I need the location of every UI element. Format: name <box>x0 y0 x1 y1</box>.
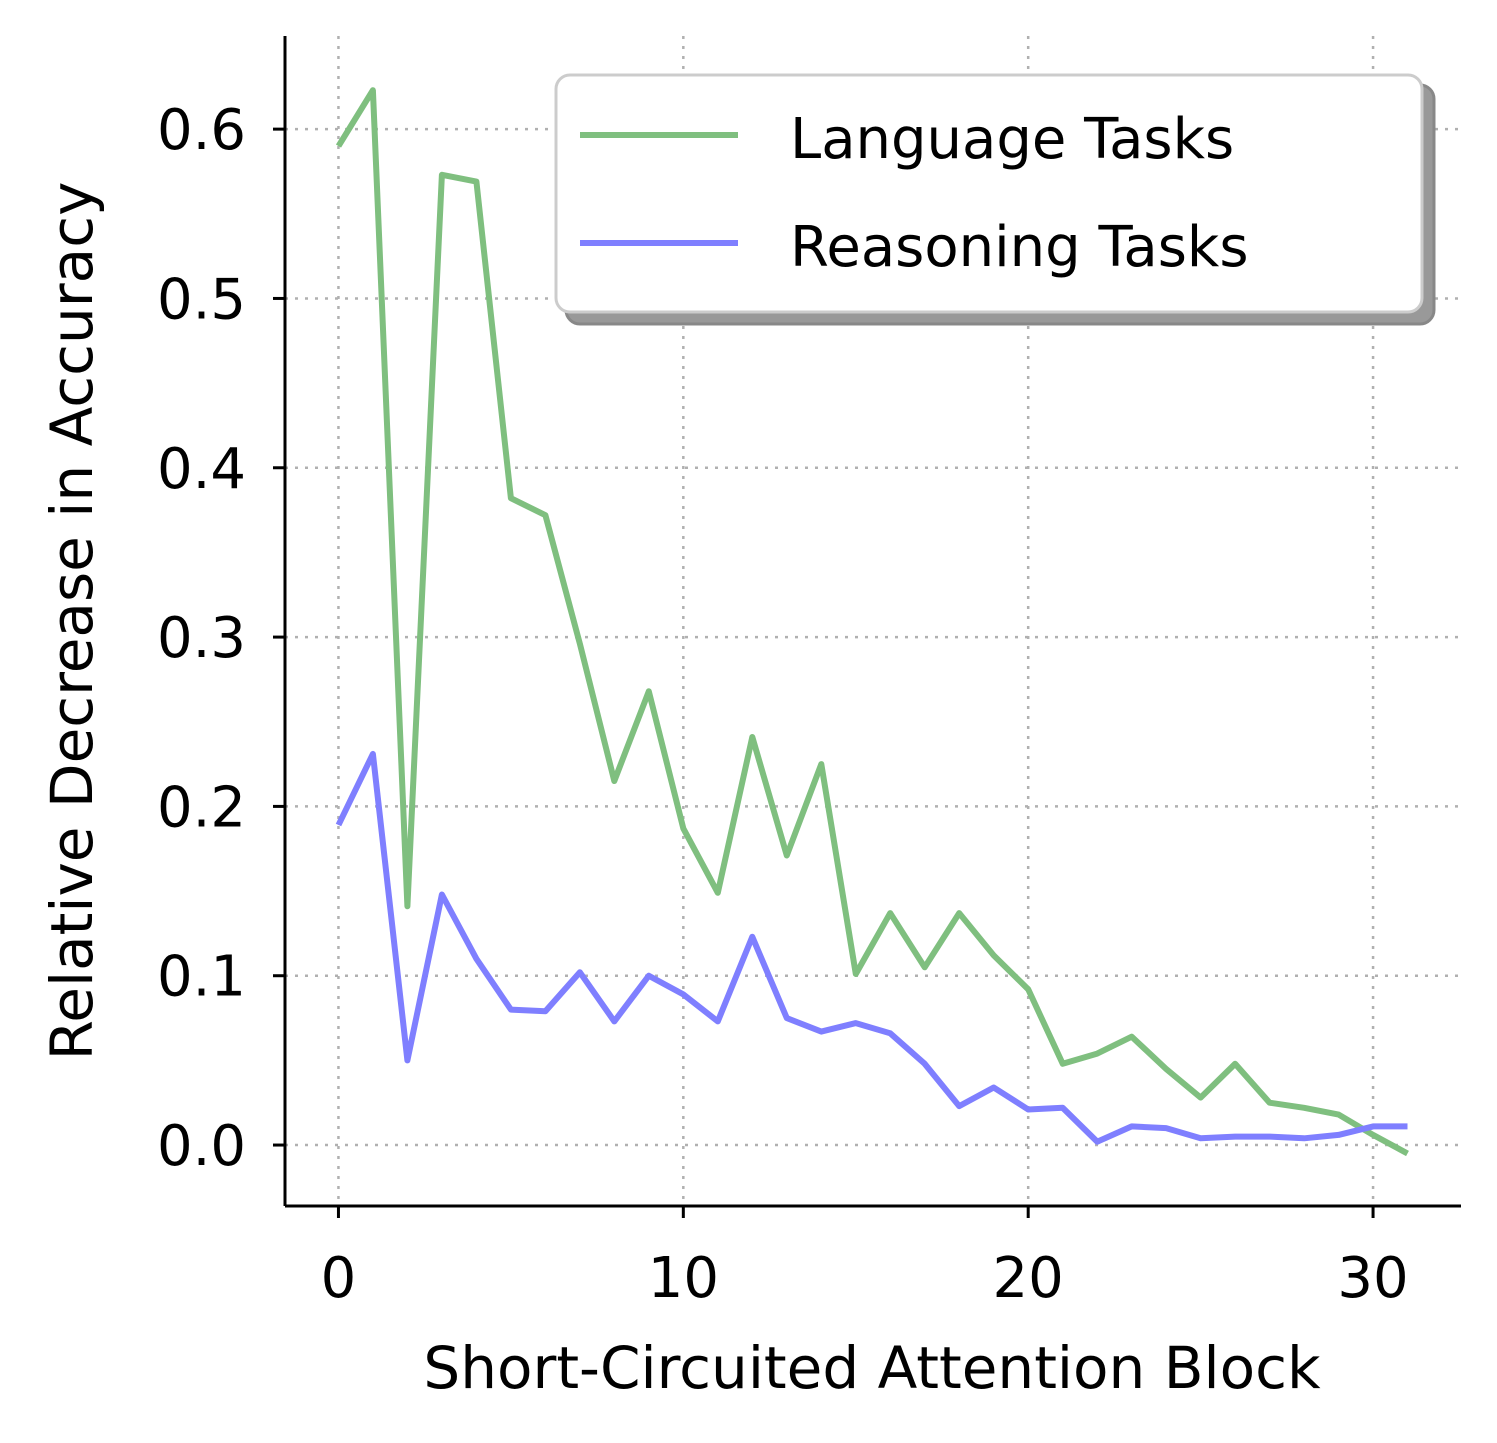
y-tick-label: 0.4 <box>157 437 246 502</box>
y-tick-label: 0.6 <box>157 98 246 163</box>
legend-box <box>554 73 1424 314</box>
y-tick-label: 0.5 <box>157 267 246 332</box>
legend-label-reasoning-tasks: Reasoning Tasks <box>790 215 1249 280</box>
x-tick-label: 10 <box>648 1246 719 1311</box>
legend-label-language-tasks: Language Tasks <box>790 107 1234 172</box>
series-lines <box>335 87 1409 1157</box>
series-line-language-tasks <box>335 87 1409 1157</box>
legend: Language Tasks Reasoning Tasks <box>554 73 1436 326</box>
x-tick-label: 30 <box>1337 1246 1408 1311</box>
axes-spines <box>283 36 1461 1208</box>
tick-marks: 0 10 20 30 0.0 0.1 0.2 0.3 0.4 0.5 0.6 <box>157 98 1409 1311</box>
x-axis-label: Short-Circuited Attention Block <box>423 1334 1321 1402</box>
y-tick-label: 0.1 <box>157 945 246 1010</box>
y-tick-label: 0.0 <box>157 1114 246 1179</box>
series-line-reasoning-tasks <box>335 750 1408 1145</box>
y-tick-label: 0.3 <box>157 606 246 671</box>
x-tick-label: 0 <box>321 1246 357 1311</box>
x-tick-label: 20 <box>993 1246 1064 1311</box>
y-axis-label: Relative Decrease in Accuracy <box>38 182 106 1061</box>
y-tick-label: 0.2 <box>157 775 246 840</box>
